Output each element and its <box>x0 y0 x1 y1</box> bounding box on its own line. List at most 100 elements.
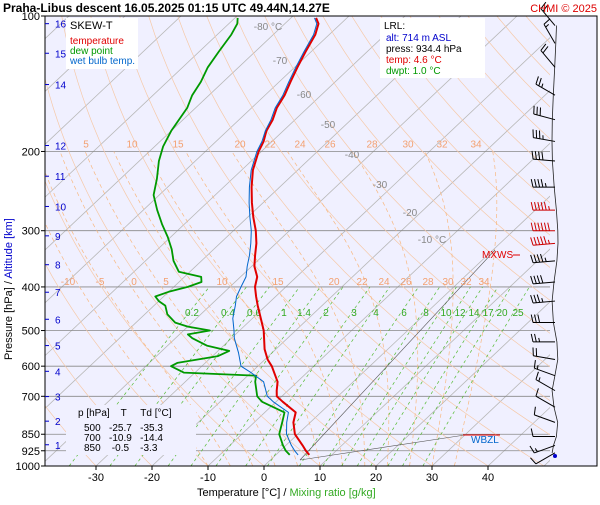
dry-adiabat-label: -30 <box>373 180 388 191</box>
altitude-tick-label: 12 <box>55 142 67 153</box>
legend-wet-bulb: wet bulb temp. <box>69 56 135 67</box>
copyright: CHMI © 2025 <box>530 3 597 15</box>
table-row-850: 850 -0.5 -3.3 <box>84 443 158 454</box>
isotherm-label: 34 <box>478 277 490 288</box>
mixing-ratio-label: 1 <box>281 308 287 319</box>
altitude-tick-label: 7 <box>55 288 61 299</box>
x-axis-label-2: Mixing ratio [g/kg] <box>289 487 375 499</box>
isotherm-label: 32 <box>460 277 472 288</box>
x-tick-label: 30 <box>426 472 438 484</box>
altitude-tick-label: 3 <box>55 393 61 404</box>
lrl-press: press: 934.4 hPa <box>386 44 462 55</box>
mixing-ratio-label: 4 <box>373 308 379 319</box>
isotherm-label: 10 <box>216 277 228 288</box>
lrl-title: LRL: <box>384 21 405 32</box>
dry-adiabat-label: -20 <box>403 208 418 219</box>
isotherm-label: 34 <box>470 139 482 150</box>
altitude-tick-label: 14 <box>55 81 67 92</box>
isotherm-label: 24 <box>378 277 390 288</box>
x-axis-label: Temperature [°C] <box>197 487 280 499</box>
x-tick-label: 20 <box>370 472 382 484</box>
isotherm-label: 30 <box>442 277 454 288</box>
altitude-tick-label: 15 <box>55 49 67 60</box>
chart-title: Praha-Libus descent 16.05.2025 01:15 UTC… <box>3 1 330 15</box>
pressure-tick-label: 925 <box>22 446 40 458</box>
isotherm-label: -10 <box>61 277 76 288</box>
altitude-tick-label: 1 <box>55 441 61 452</box>
isotherm-label: 20 <box>234 139 246 150</box>
lrl-dwpt: dwpt: 1.0 °C <box>386 66 441 77</box>
dry-adiabat-label: -40 <box>345 150 360 161</box>
pressure-tick-label: 700 <box>22 391 40 403</box>
surface-dot <box>553 454 557 458</box>
dry-adiabat-label: -80 °C <box>254 22 282 33</box>
table-header: p [hPa] T Td [°C] <box>78 408 172 419</box>
x-axis-separator: / <box>280 487 289 499</box>
mixing-ratio-label: 3 <box>351 308 357 319</box>
mixing-ratio-label: 10 <box>440 308 452 319</box>
x-tick-label: -10 <box>200 472 216 484</box>
isotherm-label: 24 <box>294 139 306 150</box>
mixing-ratio-label: 17 <box>482 308 494 319</box>
y-axis-separator: / <box>3 279 15 288</box>
isotherm-label: 20 <box>328 277 340 288</box>
dry-adiabat-label: -70 <box>273 56 288 67</box>
lrl-temp: temp: 4.6 °C <box>386 55 442 66</box>
isotherm-label: 32 <box>436 139 448 150</box>
isotherm-label: 15 <box>272 277 284 288</box>
isotherm-label: -5 <box>96 277 105 288</box>
altitude-tick-label: 9 <box>55 232 61 243</box>
data-table: p [hPa] T Td [°C] 500 -25.7 -35.3 700 -1… <box>66 405 196 455</box>
isotherm-label: 10 <box>126 139 138 150</box>
pressure-tick-label: 300 <box>22 226 40 238</box>
mxws-label: MXWS <box>482 250 513 261</box>
isotherm-label: 15 <box>172 139 184 150</box>
x-tick-label: 0 <box>261 472 267 484</box>
isotherm-label: 5 <box>163 277 169 288</box>
x-axis-title: Temperature [°C] / Mixing ratio [g/kg] <box>197 487 376 499</box>
isotherm-label: 28 <box>422 277 434 288</box>
x-tick-label: 40 <box>482 472 494 484</box>
altitude-tick-label: 4 <box>55 367 61 378</box>
pressure-tick-label: 400 <box>22 282 40 294</box>
altitude-tick-label: 8 <box>55 261 61 272</box>
mixing-ratio-label: 1.4 <box>297 308 311 319</box>
x-tick-label: -20 <box>144 472 160 484</box>
isotherm-label: 0 <box>131 277 137 288</box>
x-tick-label: 10 <box>314 472 326 484</box>
mixing-ratio-label: 12 <box>454 308 466 319</box>
dry-adiabat-label: -10 °C <box>418 235 446 246</box>
wbzl-label: WBZL <box>471 435 499 446</box>
pressure-tick-label: 500 <box>22 326 40 338</box>
isotherm-label: 26 <box>324 139 336 150</box>
plot-area <box>45 16 550 466</box>
wind-panel <box>550 16 597 466</box>
mixing-ratio-label: 6 <box>401 308 407 319</box>
y-axis-title: Pressure [hPa] / Altitude [km] <box>3 218 15 360</box>
isotherm-label: 30 <box>402 139 414 150</box>
isotherm-label: 22 <box>356 277 368 288</box>
y-axis-label: Pressure [hPa] <box>3 287 15 360</box>
isotherm-label: 26 <box>400 277 412 288</box>
mixing-ratio-label: 20 <box>496 308 508 319</box>
mixing-ratio-label: 25 <box>512 308 524 319</box>
pressure-tick-label: 850 <box>22 429 40 441</box>
altitude-tick-label: 11 <box>55 172 66 183</box>
legend-title: SKEW-T <box>70 20 113 32</box>
altitude-tick-label: 6 <box>55 315 61 326</box>
legend: SKEW-T temperature dew point wet bulb te… <box>66 18 138 69</box>
altitude-tick-label: 5 <box>55 342 61 353</box>
mixing-ratio-label: 2 <box>323 308 329 319</box>
mixing-ratio-label: 14 <box>468 308 480 319</box>
isotherm-label: 5 <box>83 139 89 150</box>
y-axis-label-2: Altitude [km] <box>3 218 15 279</box>
x-tick-label: -30 <box>88 472 104 484</box>
mixing-ratio-label: 0.2 <box>185 308 199 319</box>
wind-barb-half <box>537 365 538 369</box>
pressure-tick-label: 600 <box>22 361 40 373</box>
dry-adiabat-label: -50 <box>321 120 336 131</box>
pressure-tick-label: 200 <box>22 146 40 158</box>
pressure-tick-label: 1000 <box>16 461 40 473</box>
